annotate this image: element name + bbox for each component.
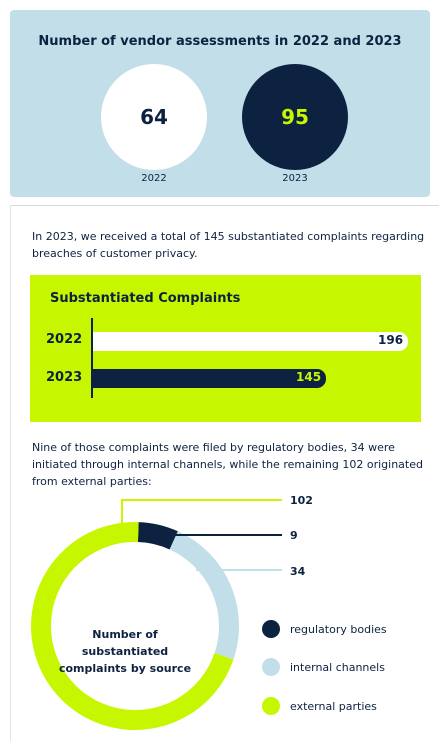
year-label-2022: 2022 (141, 173, 167, 184)
value-circle-2023: 95 (242, 64, 348, 170)
bar-value-2023: 145 (296, 370, 322, 384)
donut-slice-internal (169, 531, 239, 660)
vendor-assessments-title: Number of vendor assessments in 2022 and… (38, 34, 402, 49)
donut-slice-regulatory (137, 522, 178, 550)
legend-label-regulatory: regulatory bodies (290, 622, 387, 636)
complaints-donut-chart (31, 499, 282, 730)
donut-center-label: Number of substantiated complaints by so… (58, 628, 192, 675)
legend-item-external: external parties (262, 695, 377, 717)
value-2022: 64 (140, 105, 168, 129)
value-2023: 95 (281, 105, 309, 129)
section-left-border (10, 205, 11, 741)
legend-label-internal: internal channels (290, 660, 385, 674)
section-divider (10, 205, 439, 206)
legend-dot-internal (262, 658, 280, 676)
bar-category-2022: 2022 (46, 332, 83, 347)
bar-value-2022: 196 (378, 333, 404, 347)
bar-2022 (93, 332, 408, 351)
legend-dot-external (262, 697, 280, 715)
bar-chart-axis (91, 318, 93, 398)
callout-line-external (121, 499, 282, 532)
source-paragraph: Nine of those complaints were filed by r… (32, 441, 423, 488)
callout-value-external: 102 (290, 494, 313, 507)
year-label-2023: 2023 (282, 173, 308, 184)
bar-category-2023: 2023 (46, 370, 83, 385)
legend-label-external: external parties (290, 699, 377, 713)
callout-value-regulatory: 9 (290, 529, 298, 542)
donut-slice-external (31, 522, 234, 730)
legend-item-internal: internal channels (262, 656, 385, 678)
intro-paragraph: In 2023, we received a total of 145 subs… (32, 230, 425, 260)
legend-dot-regulatory (262, 620, 280, 638)
vendor-assessments-panel: Number of vendor assessments in 2022 and… (10, 10, 430, 197)
bar-chart-title: Substantiated Complaints (50, 291, 241, 306)
legend-item-regulatory: regulatory bodies (262, 618, 387, 640)
callout-value-internal: 34 (290, 565, 306, 578)
complaints-bar-chart: Substantiated Complaints 2022 196 2023 1… (30, 275, 421, 422)
value-circle-2022: 64 (101, 64, 207, 170)
bar-2023 (93, 369, 327, 388)
